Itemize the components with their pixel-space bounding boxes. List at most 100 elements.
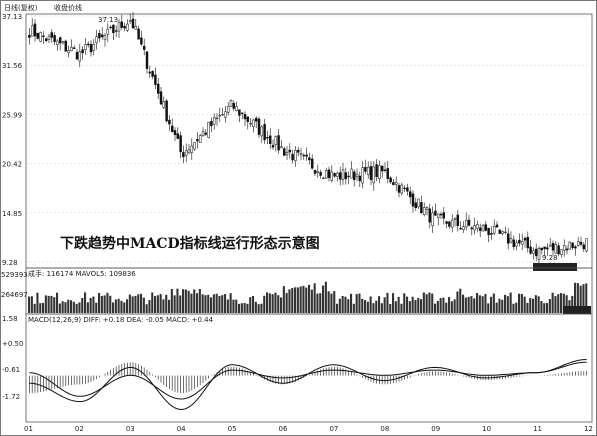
volume-bar xyxy=(534,295,537,313)
volume-bar xyxy=(456,291,459,313)
volume-bar xyxy=(532,298,535,313)
candle-body xyxy=(400,184,404,194)
volume-bar xyxy=(294,287,297,313)
candle-body xyxy=(302,154,306,157)
price-y-tick: 25.99 xyxy=(2,111,22,119)
volume-bar xyxy=(509,292,512,313)
candle-body xyxy=(576,241,580,246)
macd-dea-line xyxy=(29,361,587,400)
volume-bar xyxy=(78,302,81,313)
candle-body xyxy=(529,246,532,254)
candle-body xyxy=(546,247,549,250)
volume-bar xyxy=(170,288,173,313)
candle-body xyxy=(411,193,415,207)
volume-bar xyxy=(95,302,98,313)
volume-bar xyxy=(369,296,372,313)
volume-bar xyxy=(75,303,78,313)
volume-bar xyxy=(473,298,476,313)
candle-body xyxy=(229,99,233,107)
volume-bar xyxy=(560,293,563,313)
volume-bar xyxy=(554,296,557,313)
candle-body xyxy=(299,153,303,155)
candle-body xyxy=(389,177,392,183)
volume-bar xyxy=(229,293,232,313)
candle-body xyxy=(238,109,241,116)
volume-bar xyxy=(142,297,145,313)
candle-body xyxy=(350,168,353,179)
candle-body xyxy=(428,208,432,223)
candle-body xyxy=(226,106,230,113)
x-axis: 01 02 03 04 05 06 07 08 09 10 11 12 xyxy=(24,425,593,433)
candle-body xyxy=(543,246,546,250)
volume-bar xyxy=(380,303,383,313)
candle-body xyxy=(417,198,420,208)
volume-header: 成手: 116174 MAVOL5: 109836 xyxy=(28,269,136,278)
candle-body xyxy=(30,25,34,37)
candle-body xyxy=(565,248,569,251)
candle-body xyxy=(537,248,541,260)
volume-bar xyxy=(47,295,50,313)
candle-body xyxy=(47,35,51,40)
volume-bar xyxy=(336,303,339,313)
volume-bar xyxy=(187,290,190,313)
volume-bar xyxy=(263,295,266,313)
period-label: 日线(复权) xyxy=(4,3,38,12)
candle-body xyxy=(322,177,325,180)
volume-bar xyxy=(504,294,507,313)
volume-bar xyxy=(173,295,176,313)
candle-body xyxy=(140,37,143,45)
candle-body xyxy=(397,185,401,193)
candle-body xyxy=(61,41,65,44)
volume-bar xyxy=(414,299,417,313)
candle-body xyxy=(574,246,577,249)
candle-body xyxy=(450,219,454,228)
candle-body xyxy=(39,32,42,42)
candle-body xyxy=(168,119,171,125)
candle-body xyxy=(207,121,210,138)
volume-bar xyxy=(319,293,322,313)
candle-body xyxy=(548,244,552,247)
volume-bar xyxy=(450,301,453,313)
candle-body xyxy=(75,51,79,60)
volume-bar xyxy=(478,295,481,313)
volume-bar xyxy=(98,293,101,313)
candle-body xyxy=(204,132,208,135)
volume-bar xyxy=(92,296,95,313)
volume-bar xyxy=(571,295,574,313)
candle-body xyxy=(414,202,418,209)
volume-bar xyxy=(182,289,185,313)
volume-bar xyxy=(196,293,199,313)
volume-bar xyxy=(154,296,157,313)
candle-body xyxy=(431,212,434,226)
volume-bar xyxy=(134,295,137,313)
volume-bar xyxy=(470,296,473,313)
volume-bar xyxy=(112,302,115,313)
candle-body xyxy=(459,227,462,230)
volume-bar xyxy=(176,288,179,313)
candle-body xyxy=(70,46,73,52)
candle-body xyxy=(193,142,196,150)
volume-bar xyxy=(551,292,554,313)
candle-body xyxy=(285,152,289,156)
candle-body xyxy=(341,169,345,180)
candle-body xyxy=(560,249,563,256)
volume-bar xyxy=(585,283,588,313)
candle-body xyxy=(246,116,250,122)
volume-bar xyxy=(358,293,361,313)
volume-bar xyxy=(53,297,56,313)
volume-bar xyxy=(84,292,87,313)
volume-bar xyxy=(131,296,134,313)
candle-body xyxy=(562,245,566,251)
volume-bar xyxy=(576,283,579,313)
volume-bar xyxy=(28,296,31,313)
volume-y-tick: 529393 xyxy=(1,271,28,279)
candlestick-series xyxy=(28,12,588,266)
candle-body xyxy=(534,248,538,257)
x-tick-label: 10 xyxy=(482,425,491,433)
macd-diff-line xyxy=(29,359,587,411)
candle-body xyxy=(50,32,54,38)
volume-bar xyxy=(372,303,375,313)
volume-bar xyxy=(495,302,498,313)
volume-bar xyxy=(484,294,487,313)
